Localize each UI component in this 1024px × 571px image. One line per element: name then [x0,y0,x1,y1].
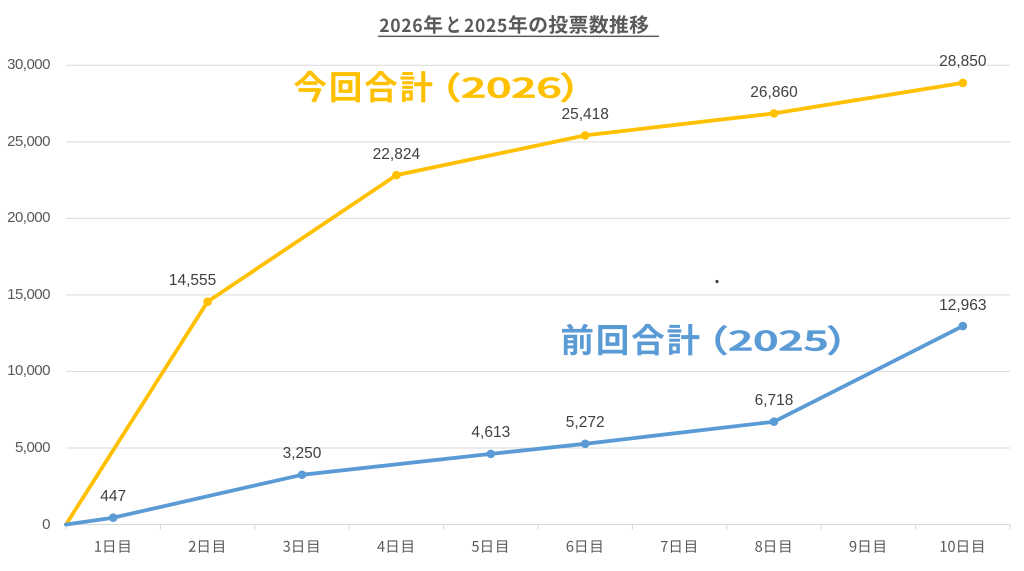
data-point-marker [769,109,779,118]
x-axis-label [377,540,413,553]
data-label: 5,272 [565,414,605,432]
x-axis-label [566,540,602,553]
series-line [64,324,965,527]
data-point-marker [203,297,212,307]
data-label: 28,850 [939,53,987,71]
data-label: 3,250 [282,445,322,463]
data-point-marker [297,470,307,480]
chart-title [379,15,649,34]
series-line [64,81,965,527]
data-label: 14,555 [168,272,217,290]
x-axis-label [95,540,130,553]
stray-dot-annotation [715,279,719,284]
data-point-marker [580,439,590,449]
data-point-marker [486,449,496,459]
y-axis-label: 30,000 [7,56,50,74]
data-point-marker [958,78,968,88]
x-axis-label [849,540,885,553]
data-point-marker [958,321,968,331]
y-axis-label: 0 [42,515,50,533]
data-label: 26,860 [750,83,798,101]
series-name-label [294,70,573,103]
x-axis-label [660,540,696,553]
data-label: 22,824 [372,145,421,163]
y-axis-label: 5,000 [14,438,51,456]
x-axis-ticks [65,524,1011,530]
x-axis-label [755,540,791,553]
series-1 [64,78,968,527]
data-label: 447 [100,488,127,506]
data-point-marker [392,170,401,180]
y-axis-label: 20,000 [7,209,50,227]
data-label: 6,718 [754,392,794,410]
gridlines [66,64,1010,525]
data-label: 25,418 [561,105,609,123]
y-axis-label: 15,000 [7,285,50,303]
series-2 [64,321,968,527]
x-axis-label [283,540,319,553]
y-axis-label: 25,000 [7,132,50,150]
data-point-marker [108,513,118,522]
series-name-label [562,323,840,356]
data-label: 12,963 [939,296,987,314]
data-point-marker [580,131,590,140]
data-point-marker [769,417,779,426]
y-axis-label: 10,000 [7,362,50,380]
title-underline [378,35,659,38]
data-label: 4,613 [471,424,511,442]
x-axis-label [188,540,224,553]
x-axis-label [471,540,508,553]
x-axis-label [940,540,984,553]
